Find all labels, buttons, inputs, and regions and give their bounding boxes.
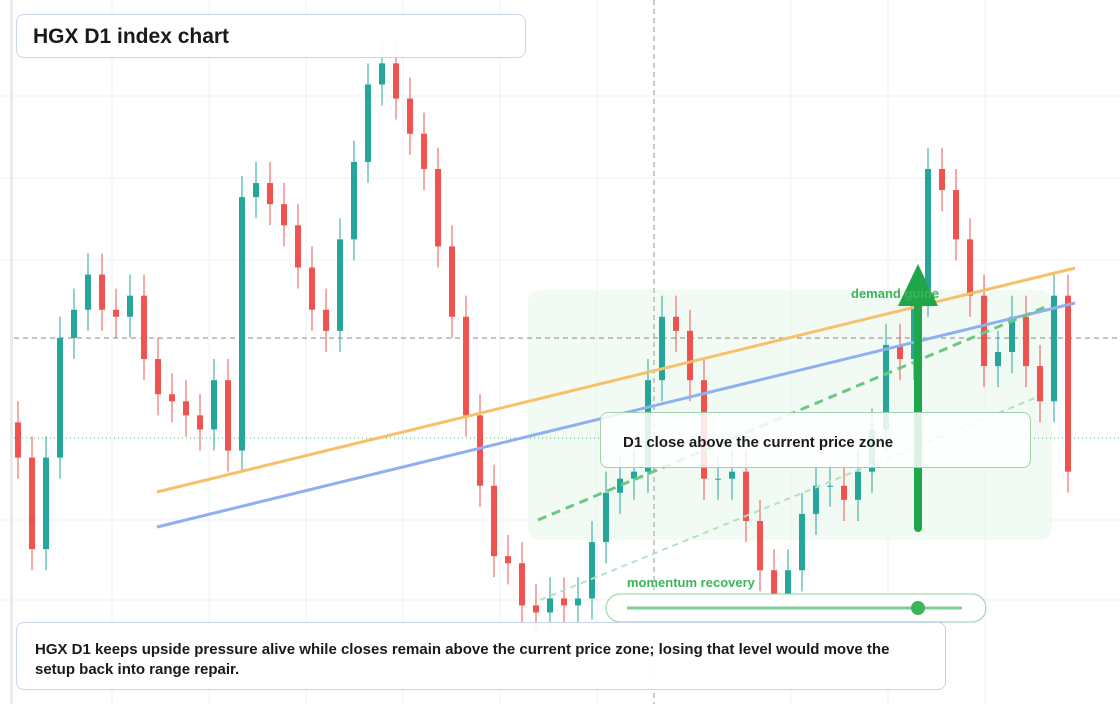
annotation: momentum recovery	[627, 575, 755, 590]
candle-body	[687, 330, 693, 381]
candle-body	[183, 401, 189, 416]
candle-body	[743, 471, 749, 521]
candle-body	[57, 337, 63, 458]
candle-body	[617, 478, 623, 493]
chart-title: HGX D1 index chart	[16, 14, 526, 58]
arrow-head	[898, 264, 938, 306]
candle-body	[897, 344, 903, 360]
candle-body	[127, 295, 133, 317]
candle-body	[939, 168, 945, 191]
candle-body	[575, 598, 581, 606]
candle-body	[967, 239, 973, 296]
candle-body	[407, 98, 413, 134]
candles	[15, 42, 1071, 634]
candle-body	[379, 63, 385, 85]
candle-body	[1051, 295, 1057, 402]
candle-body	[477, 415, 483, 486]
candle-body	[603, 492, 609, 543]
candle-body	[491, 485, 497, 557]
candle-body	[155, 359, 161, 395]
candle-body	[99, 274, 105, 310]
candle-body	[799, 513, 805, 571]
candle-body	[561, 598, 567, 606]
candle-body	[197, 415, 203, 430]
candle-body	[659, 316, 665, 381]
candle-body	[225, 380, 231, 451]
candle-body	[351, 161, 357, 240]
candle-body	[211, 380, 217, 430]
candle-body	[1009, 316, 1015, 352]
candle-body	[757, 520, 763, 571]
candle-body	[435, 168, 441, 247]
candle-body	[393, 63, 399, 99]
candle-body	[267, 183, 273, 205]
candle-body	[855, 471, 861, 500]
candle-body	[1065, 295, 1071, 472]
candle-body	[995, 352, 1001, 367]
candle-body	[421, 133, 427, 169]
candle-body	[1037, 366, 1043, 402]
candle-body	[43, 457, 49, 550]
candle-body	[113, 309, 119, 317]
candle-body	[309, 267, 315, 310]
candle-body	[281, 204, 287, 226]
candle-body	[449, 246, 455, 317]
annotation: demand guide	[851, 286, 940, 301]
candle-body	[85, 274, 91, 310]
left-edge	[10, 0, 13, 704]
candle-body	[323, 309, 329, 331]
candle-body	[239, 197, 245, 451]
candle-body	[519, 563, 525, 606]
candle-body	[715, 478, 721, 480]
candle-body	[463, 316, 469, 416]
candle-body	[29, 457, 35, 550]
candle-body	[631, 471, 637, 479]
candle-body	[827, 485, 833, 487]
candle-body	[505, 556, 511, 564]
candle-body	[365, 84, 371, 162]
candle-body	[337, 239, 343, 331]
candle-body	[813, 485, 819, 514]
candle-body	[253, 183, 259, 198]
candle-body	[15, 422, 21, 458]
candle-body	[533, 605, 539, 613]
candle-body	[729, 471, 735, 479]
candle-body	[169, 394, 175, 402]
candle-body	[589, 542, 595, 599]
candle-body	[141, 295, 147, 360]
candle-body	[295, 225, 301, 268]
slider-knob	[911, 601, 925, 615]
candle-body	[925, 168, 931, 296]
candle-body	[981, 295, 987, 367]
candle-body	[71, 309, 77, 338]
candle-body	[841, 485, 847, 500]
candle-body	[785, 570, 791, 599]
note: HGX D1 keeps upside pressure alive while…	[16, 622, 946, 690]
candle-body	[771, 570, 777, 599]
annotation: D1 close above the current price zone	[600, 412, 1031, 468]
candle-body	[547, 598, 553, 613]
candle-body	[883, 344, 889, 430]
candle-body	[673, 316, 679, 331]
candle-body	[1023, 316, 1029, 367]
candle-body	[953, 190, 959, 240]
